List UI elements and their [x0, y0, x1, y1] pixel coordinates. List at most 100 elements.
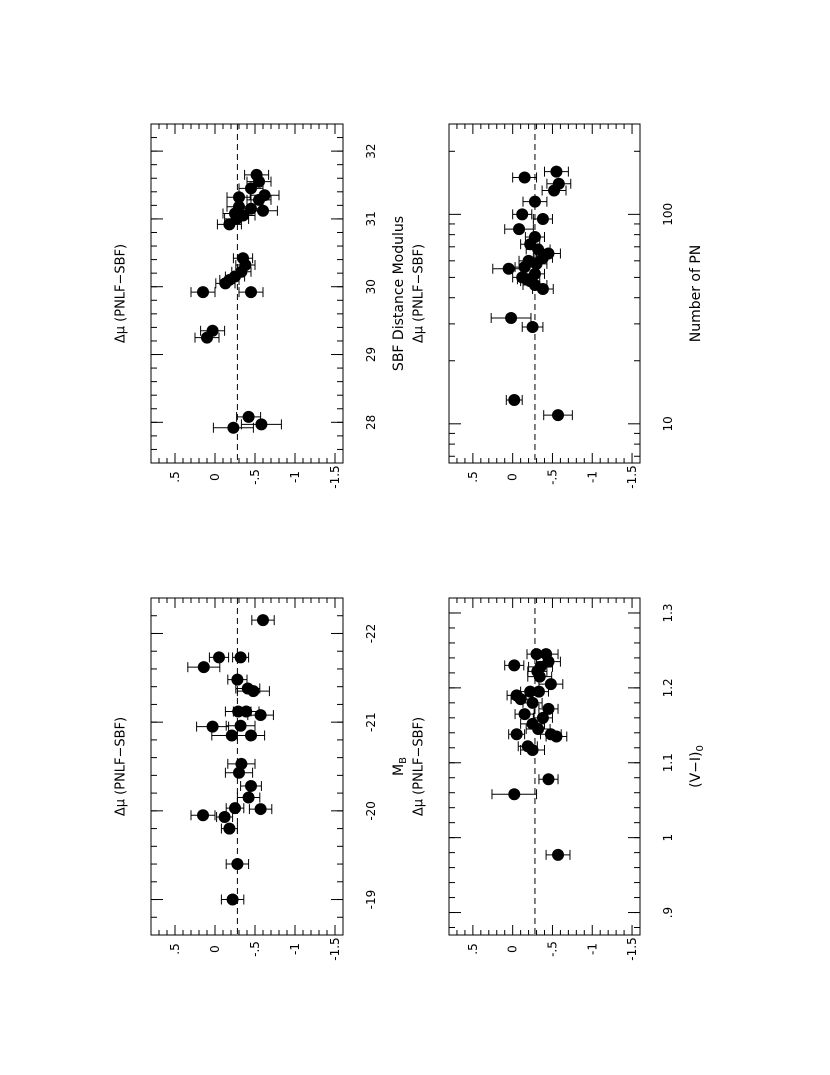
y-tick-label: -.5: [545, 941, 559, 957]
data-point: [245, 729, 257, 742]
x-tick-label: 28: [364, 415, 378, 430]
x-axis-label-text: Number of PN: [688, 245, 704, 343]
x-tick-label: .9: [661, 907, 675, 918]
y-tick-label: -.5: [248, 469, 262, 485]
data-point: [223, 822, 236, 835]
y-tick-label: 0: [208, 473, 222, 481]
x-tick-label: 1.2: [661, 678, 675, 697]
data-point: [242, 410, 255, 423]
panel-bottom-left: .5 0 -.5 -1 -1.5 .9 1 1.1 1.2 1.3 Δμ (PNLF−SBF) (V−…: [412, 597, 706, 961]
data-point: [522, 254, 535, 267]
data-point: [234, 651, 247, 664]
data-point: [536, 213, 549, 226]
y-tick-label: -1.5: [328, 465, 342, 488]
data-point: [245, 286, 257, 299]
y-tick-label: -1.5: [625, 937, 639, 960]
data-point: [505, 312, 518, 325]
x-tick-label: 10: [661, 416, 675, 431]
data-point: [542, 773, 555, 786]
data-point: [258, 189, 271, 202]
data-point: [552, 177, 565, 190]
data-point: [526, 320, 539, 333]
y-axis-label: Δμ (PNLF−SBF): [412, 717, 427, 816]
x-tick-label: 1.3: [661, 603, 675, 622]
data-point: [250, 168, 263, 181]
data-point: [233, 200, 245, 213]
data-point: [528, 267, 541, 280]
x-tick-label: 1: [661, 834, 675, 842]
y-axis-label: Δμ (PNLF−SBF): [114, 717, 129, 816]
data-point: [218, 811, 231, 824]
x-tick-label: 100: [661, 203, 675, 226]
x-tick-label: -22: [364, 624, 378, 644]
y-tick-label: .5: [466, 943, 480, 954]
data-point: [516, 271, 529, 284]
data-point: [231, 858, 244, 871]
y-tick-label: -1: [288, 943, 302, 955]
data-point: [528, 230, 541, 243]
data-point: [508, 659, 521, 672]
x-axis-label: (V−I)0: [688, 745, 706, 788]
data-point: [257, 614, 269, 627]
data-point: [206, 324, 219, 337]
y-tick-label: -1: [288, 471, 302, 483]
data-point: [510, 728, 523, 741]
panel-top-left: .5 0 -.5 -1 -1.5 -19 -20 -21 -22 Δμ (PNLF−SBF) MB: [114, 597, 409, 961]
y-tick-label: .5: [168, 943, 182, 954]
data-point: [526, 696, 539, 709]
x-axis-label-subscript: 0: [695, 745, 706, 751]
x-tick-label: 30: [364, 279, 378, 294]
data-point: [536, 711, 549, 724]
data-point: [508, 393, 521, 406]
data-point: [544, 728, 557, 741]
x-axis-label: MB: [391, 757, 409, 776]
x-axis-label-text: M: [391, 764, 407, 776]
data-point: [516, 208, 529, 221]
data-point: [521, 740, 534, 753]
x-tick-label: -21: [364, 712, 378, 732]
data-point: [518, 171, 531, 184]
data-point: [502, 262, 515, 275]
data-point: [233, 191, 245, 204]
data-point: [234, 719, 247, 732]
data-point: [552, 409, 565, 422]
data-point: [229, 802, 241, 815]
x-tick-label: 29: [364, 347, 378, 362]
data-point: [197, 286, 209, 299]
data-point: [245, 182, 257, 195]
y-tick-label: .5: [168, 471, 182, 482]
data-point: [213, 651, 225, 664]
panel-bottom-right: .5 0 -.5 -1 -1.5 10 100 Δμ (PNLF−SBF) Number of …: [412, 123, 704, 489]
data-point: [518, 708, 531, 721]
y-tick-label: -.5: [248, 941, 262, 957]
x-axis-label: Number of PN: [688, 245, 704, 343]
y-tick-label: -1: [585, 471, 599, 483]
data-point: [245, 780, 257, 793]
data-point: [530, 648, 543, 661]
x-tick-label: 32: [364, 143, 378, 158]
data-point: [513, 223, 526, 236]
data-point: [197, 661, 210, 674]
y-tick-label: -1.5: [625, 465, 639, 488]
data-point: [232, 705, 245, 718]
data-point: [542, 247, 555, 260]
y-axis-label: Δμ (PNLF−SBF): [114, 244, 129, 343]
data-point: [226, 893, 239, 906]
x-tick-label: 31: [364, 211, 378, 226]
data-point: [235, 757, 248, 770]
y-tick-label: 0: [506, 945, 520, 953]
data-point: [550, 165, 563, 178]
data-point: [242, 791, 255, 804]
data-point: [231, 673, 244, 686]
panel-top-right: .5 0 -.5 -1 -1.5 28 29 30 31 32 Δμ (PNLF−SBF) SBF D…: [114, 123, 407, 489]
x-axis-label-subscript: B: [398, 757, 409, 764]
data-point: [542, 702, 555, 715]
y-axis-label: Δμ (PNLF−SBF): [412, 244, 427, 343]
data-point: [237, 252, 249, 265]
x-tick-label: -20: [364, 801, 378, 821]
data-point: [254, 709, 267, 722]
data-point: [225, 729, 238, 742]
x-axis-label-text: SBF Distance Modulus: [391, 216, 407, 371]
data-point: [544, 678, 557, 691]
